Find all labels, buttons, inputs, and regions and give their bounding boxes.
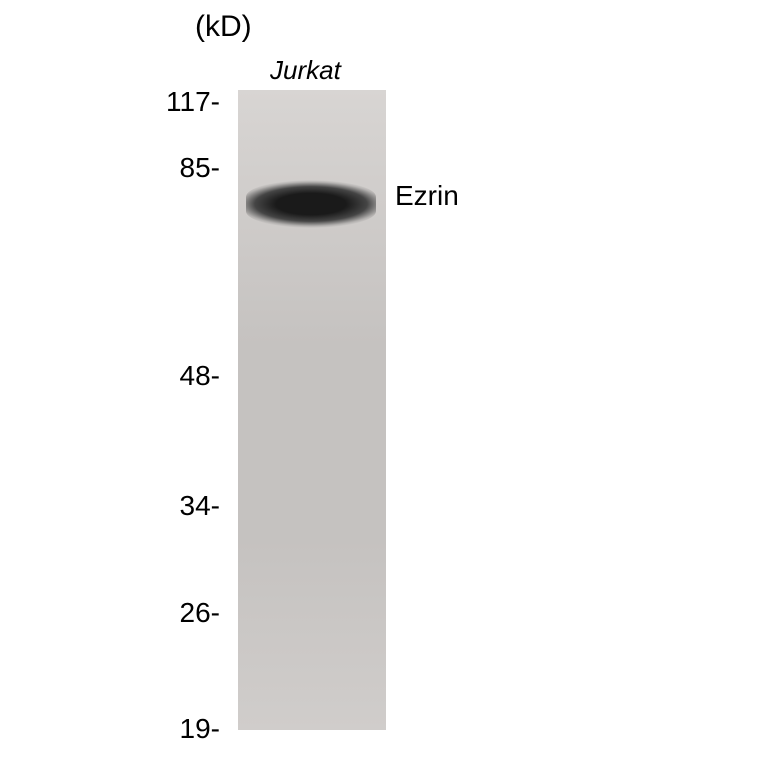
lane-strip — [238, 90, 386, 730]
unit-label: (kD) — [195, 10, 252, 44]
lane-label: Jurkat — [270, 55, 341, 86]
marker-label-117: 117- — [140, 86, 220, 118]
band-label: Ezrin — [395, 180, 459, 212]
marker-label-19: 19- — [140, 713, 220, 745]
marker-label-85: 85- — [140, 152, 220, 184]
marker-label-26: 26- — [140, 597, 220, 629]
marker-label-48: 48- — [140, 360, 220, 392]
marker-label-34: 34- — [140, 490, 220, 522]
protein-band — [246, 180, 376, 228]
blot-container: (kD) Jurkat Ezrin 117- 85- 48- 34- 26- 19- — [0, 0, 764, 764]
